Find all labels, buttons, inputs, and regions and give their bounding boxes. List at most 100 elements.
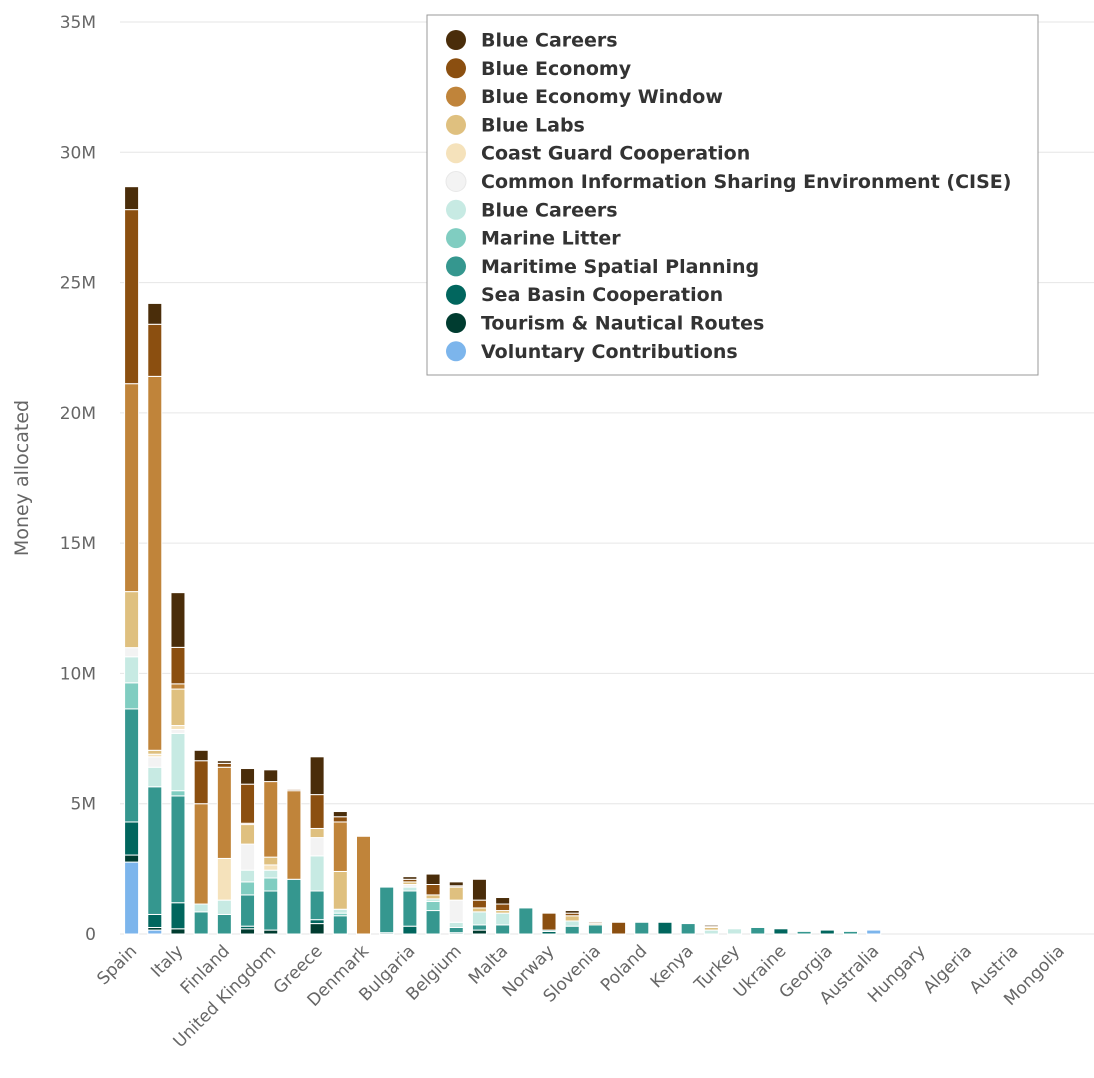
bar-segment [495, 903, 511, 912]
bar-segment [448, 881, 464, 887]
y-tick-label: 25M [60, 274, 96, 294]
legend-marker [445, 171, 467, 192]
bar-segment [193, 903, 209, 913]
bar-segment [309, 794, 325, 829]
bar-segment [124, 591, 140, 649]
bar-segment [240, 768, 256, 785]
bar-segment [240, 783, 256, 824]
bar-segment [332, 908, 348, 914]
bar-segment [634, 921, 650, 935]
legend-label: Blue Careers [481, 199, 618, 221]
bar-segment [124, 854, 140, 863]
bar-segment [402, 886, 418, 892]
bar-segment [263, 877, 279, 892]
bar-segment [263, 890, 279, 931]
bar-segment [147, 929, 163, 935]
bar-segment [495, 924, 511, 935]
bar-segment [471, 924, 487, 931]
y-tick-label: 20M [60, 404, 96, 424]
legend-label: Tourism & Nautical Routes [481, 313, 764, 335]
bar-segment [124, 682, 140, 710]
bar-segment [564, 920, 580, 927]
bars [124, 186, 882, 935]
bar-segment [124, 186, 140, 211]
bar-segment [727, 928, 743, 935]
legend-marker [446, 199, 466, 220]
bar-segment [448, 926, 464, 934]
bar-segment [240, 824, 256, 845]
bar-segment [703, 929, 719, 935]
bar-segment [286, 878, 302, 935]
bar-segment [796, 930, 812, 935]
legend-label: Voluntary Contributions [481, 341, 738, 363]
bar-segment [193, 760, 209, 805]
bar-segment [843, 930, 858, 935]
bar-segment [309, 756, 325, 796]
bar-segment [471, 929, 487, 935]
bar-segment [564, 910, 580, 914]
bar-segment [587, 924, 603, 935]
bar-segment [564, 925, 580, 935]
x-tick-label: Italy [147, 941, 187, 981]
bar-segment [425, 910, 441, 935]
bar-segment [309, 827, 325, 839]
bar-segment [263, 781, 279, 858]
bar-segment [680, 923, 696, 935]
bar-segment [147, 786, 163, 915]
bar-segment [309, 923, 325, 935]
bar-segment [425, 873, 441, 885]
bar-segment [286, 790, 302, 880]
legend-label: Blue Careers [481, 30, 618, 52]
legend-marker [446, 284, 466, 305]
bar-segment [425, 883, 441, 896]
legend-marker [446, 313, 466, 333]
bar-segment [263, 864, 279, 871]
y-tick-label: 35M [60, 13, 96, 33]
bar-segment [124, 383, 140, 593]
x-tick-label: Spain [93, 941, 141, 989]
bar-segment [216, 762, 232, 768]
bar-segment [657, 921, 673, 935]
legend-label: Blue Economy [481, 58, 632, 80]
bar-segment [147, 375, 163, 751]
legend-label: Blue Labs [481, 114, 585, 136]
legend-label: Common Information Sharing Environment (… [481, 171, 1011, 193]
bar-segment [356, 835, 371, 935]
legend-box [426, 14, 1039, 376]
y-tick-label: 30M [60, 143, 96, 163]
bar-segment [448, 886, 464, 901]
y-axis-label: Money allocated [11, 400, 33, 556]
bar-segment [611, 921, 627, 935]
bar-segment [541, 912, 557, 931]
bar-segment [866, 929, 882, 935]
bar-segment [819, 929, 835, 935]
bar-segment [471, 878, 487, 901]
bar-segment [309, 890, 325, 921]
bar-segment [147, 302, 163, 325]
bar-segment [263, 869, 279, 879]
bar-segment [170, 688, 186, 727]
bar-segment [587, 921, 603, 925]
bar-segment [332, 816, 348, 823]
bar-segment [170, 683, 186, 690]
bar-segment [750, 926, 766, 935]
bar-segment [703, 924, 719, 927]
bar-segment [286, 788, 302, 792]
bar-segment [402, 925, 418, 935]
legend-marker [446, 341, 466, 362]
bar-segment [402, 890, 418, 927]
bar-segment [448, 921, 464, 928]
bar-segment [170, 790, 186, 797]
bar-segment [124, 821, 140, 856]
bar-segment [332, 821, 348, 872]
bar-segment [309, 919, 325, 925]
bar-segment [147, 323, 163, 377]
bar-segment [216, 766, 232, 859]
bar-segment [332, 811, 348, 818]
bar-segment [170, 795, 186, 904]
bar-segment [263, 769, 279, 783]
y-tick-label: 0 [85, 925, 96, 945]
legend-marker [446, 228, 466, 249]
